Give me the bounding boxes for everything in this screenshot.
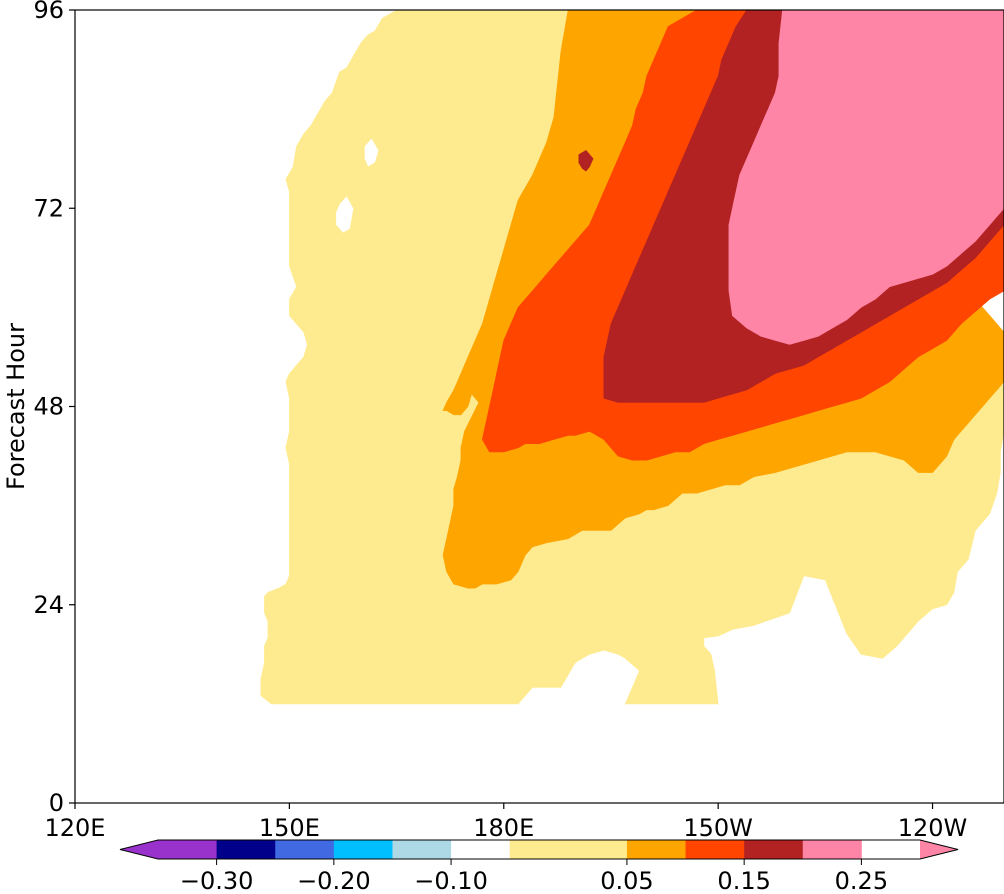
colorbar-extend-high bbox=[920, 840, 958, 859]
y-tick-label: 72 bbox=[33, 194, 64, 222]
colorbar-extend-low bbox=[120, 840, 158, 859]
colorbar-tick-label: 0.15 bbox=[717, 867, 770, 894]
colorbar-swatch bbox=[626, 840, 686, 859]
colorbar-swatch bbox=[333, 840, 393, 859]
contour-island-0.2-0 bbox=[578, 150, 594, 172]
x-tick-label: 120E bbox=[45, 814, 106, 842]
colorbar-swatch bbox=[685, 840, 745, 859]
contour-fill-layer bbox=[260, 9, 1004, 705]
colorbar-swatch bbox=[275, 840, 335, 859]
colorbar-swatch bbox=[802, 840, 862, 859]
colorbar: −0.30 −0.20 −0.10 0.05 0.15 0.25 bbox=[119, 839, 959, 894]
colorbar-tick-label: −0.10 bbox=[414, 867, 488, 894]
colorbar-tick-label: 0.25 bbox=[835, 867, 888, 894]
colorbar-swatch bbox=[744, 840, 804, 859]
contour-fill-0.25 bbox=[728, 9, 1004, 345]
x-tick-label: 180E bbox=[473, 814, 534, 842]
y-tick-label: 0 bbox=[49, 789, 64, 817]
colorbar-swatch bbox=[392, 840, 452, 859]
y-tick-label: 48 bbox=[33, 393, 64, 421]
y-tick-label: 24 bbox=[33, 591, 64, 619]
colorbar-tick-label: −0.20 bbox=[297, 867, 371, 894]
x-tick-label: 120W bbox=[898, 814, 968, 842]
colorbar-swatch bbox=[216, 840, 276, 859]
axes: 120E 150E 180E 150W 120W 0 24 48 72 96 bbox=[33, 0, 1004, 842]
x-tick-label: 150E bbox=[259, 814, 320, 842]
colorbar-swatch bbox=[158, 840, 218, 859]
colorbar-outline bbox=[119, 839, 959, 860]
colorbar-tick-label: −0.30 bbox=[180, 867, 254, 894]
colorbar-swatch bbox=[451, 840, 511, 859]
y-tick-label: 96 bbox=[33, 0, 64, 24]
colorbar-tick-label: 0.05 bbox=[600, 867, 653, 894]
x-tick-label: 150W bbox=[683, 814, 753, 842]
y-axis-label: Forecast Hour bbox=[2, 323, 30, 490]
colorbar-swatch bbox=[509, 840, 628, 859]
